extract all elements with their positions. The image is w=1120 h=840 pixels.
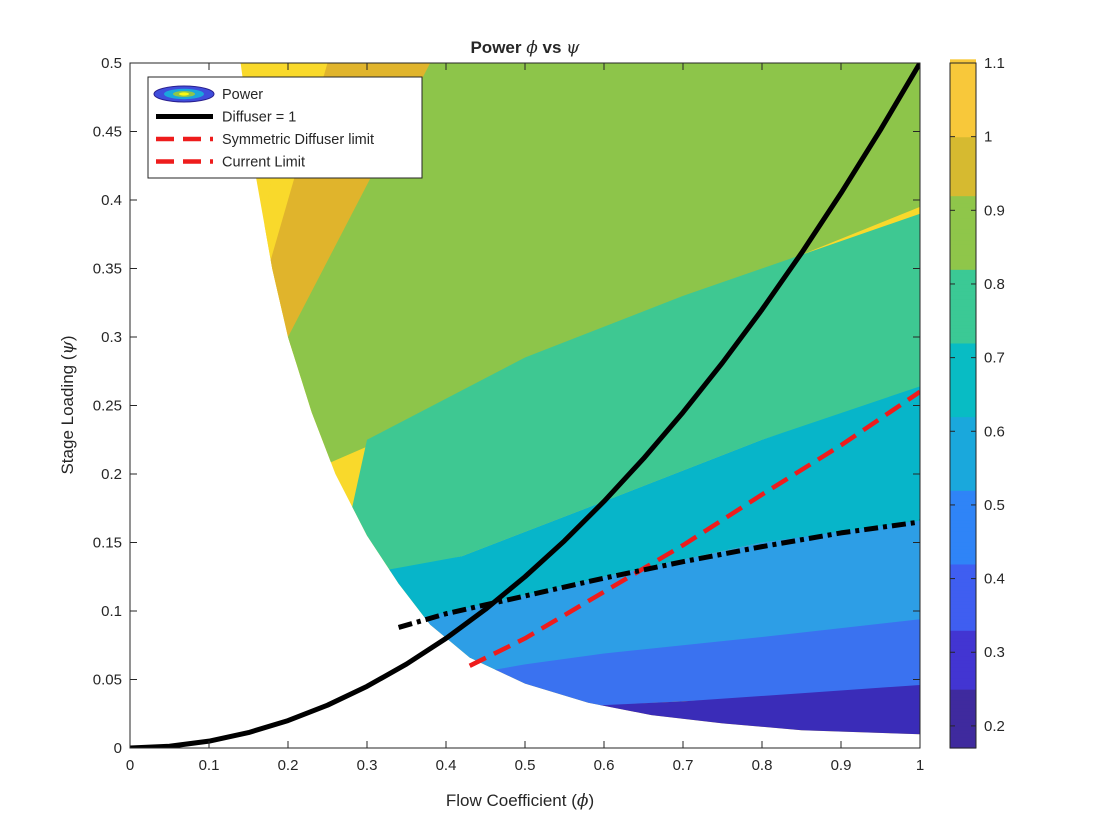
colorbar-tick-label: 0.7 — [984, 350, 1005, 367]
legend-entry-label: Symmetric Diffuser limit — [222, 132, 374, 148]
y-tick-label: 0.3 — [101, 329, 122, 346]
legend-swatch-power — [153, 85, 215, 103]
y-tick-label: 0 — [114, 740, 122, 757]
colorbar-tick-label: 0.8 — [984, 276, 1005, 293]
x-tick-label: 0.4 — [436, 757, 457, 774]
colorbar: 0.2 0.3 0.4 0.5 0.6 0.7 0.8 0.9 1 1.1 — [949, 55, 1005, 749]
colorbar-tick-label: 0.5 — [984, 497, 1005, 514]
symmetric-diffuser-limit-line — [468, 389, 920, 668]
x-tick-label: 0.9 — [831, 757, 852, 774]
colorbar-tick-label: 0.9 — [984, 202, 1005, 219]
colorbar-tick-label: 0.6 — [984, 423, 1005, 440]
colorbar-tick-label: 0.3 — [984, 644, 1005, 661]
colorbar-tick-label: 1 — [984, 129, 992, 146]
colorbar-tick-label: 0.4 — [984, 571, 1005, 588]
y-axis: 0 0.05 0.1 0.15 0.2 0.25 0.3 0.35 0.4 0.45 0.5 — [93, 55, 920, 757]
contour-band — [288, 63, 920, 474]
x-tick-label: 0.1 — [199, 757, 220, 774]
colorbar-tick-label: 0.2 — [984, 718, 1005, 735]
diffuser-line — [130, 63, 920, 748]
chart-title: Power ϕ vs ψ — [470, 38, 580, 58]
legend: Power Diffuser = 1 Symmetric Diffuser limi… — [147, 76, 423, 179]
y-tick-label: 0.4 — [101, 192, 122, 209]
x-tick-label: 0.2 — [278, 757, 299, 774]
contour-band — [367, 520, 920, 680]
contour-band — [327, 386, 920, 632]
y-tick-label: 0.5 — [101, 55, 122, 72]
y-tick-label: 0.35 — [93, 261, 122, 278]
legend-entry-label: Power — [222, 87, 263, 103]
x-axis: 0 0.1 0.2 0.3 0.4 0.5 0.6 0.7 0.8 0.9 1 — [126, 63, 924, 774]
dash-dot-contour-line — [397, 519, 920, 630]
x-tick-label: 0.6 — [594, 757, 615, 774]
legend-entry-label: Diffuser = 1 — [222, 110, 296, 126]
x-tick-label: 0.7 — [673, 757, 694, 774]
colorbar-tick-label: 1.1 — [984, 55, 1005, 72]
x-tick-label: 0 — [126, 757, 134, 774]
contour-band — [335, 213, 920, 584]
y-tick-label: 0.1 — [101, 603, 122, 620]
x-tick-label: 0.5 — [515, 757, 536, 774]
y-tick-label: 0.25 — [93, 398, 122, 415]
x-tick-label: 0.8 — [752, 757, 773, 774]
y-tick-label: 0.45 — [93, 124, 122, 141]
contour-band — [446, 619, 920, 714]
x-tick-label: 1 — [916, 757, 924, 774]
legend-entry-label: Current Limit — [222, 155, 305, 171]
x-axis-label: Flow Coefficient (ϕ) — [446, 791, 594, 811]
y-tick-label: 0.15 — [93, 535, 122, 552]
x-tick-label: 0.3 — [357, 757, 378, 774]
y-tick-label: 0.2 — [101, 466, 122, 483]
y-axis-label: Stage Loading (ψ) — [58, 335, 78, 474]
y-tick-label: 0.05 — [93, 672, 122, 689]
